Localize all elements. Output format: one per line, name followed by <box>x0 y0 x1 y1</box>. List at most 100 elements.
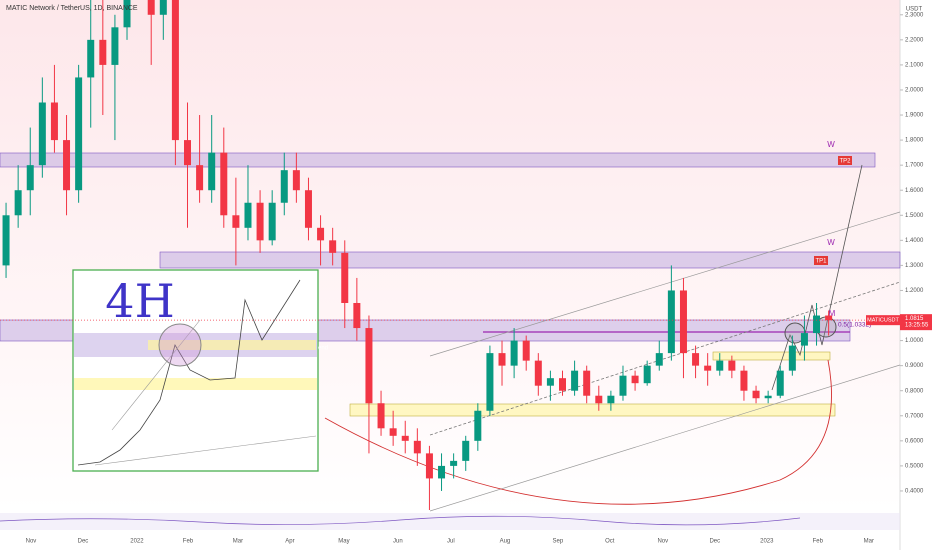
candle-body <box>87 39 95 78</box>
candle-body <box>474 410 482 441</box>
candle-body <box>595 395 603 404</box>
y-tick-label: 1.2000 <box>905 288 924 294</box>
y-tick-label: 0.9000 <box>905 363 924 369</box>
candle-body <box>401 435 409 441</box>
countdown-label: 13:25:55 <box>905 323 929 329</box>
candle-body <box>159 0 167 15</box>
price-axis <box>900 0 932 550</box>
x-tick-label: Oct <box>605 539 615 545</box>
price-badge <box>900 314 932 331</box>
last-price-label: 1.0815 <box>905 316 924 322</box>
tp-label: TP1 <box>815 259 827 265</box>
candle-body <box>692 353 700 366</box>
y-tick-label: 0.4000 <box>905 489 924 495</box>
projection <box>771 164 863 391</box>
candle-body <box>63 140 71 191</box>
x-tick-label: Nov <box>26 539 37 545</box>
candle-body <box>123 0 131 28</box>
candle-body <box>728 360 736 371</box>
candle-body <box>825 315 833 321</box>
x-tick-label: Aug <box>500 539 511 545</box>
x-tick-label: Feb <box>183 539 194 545</box>
x-tick-label: Sep <box>553 539 564 545</box>
chart-title: MATIC Network / TetherUS, 1D, BINANCE <box>6 5 138 12</box>
x-tick-label: Mar <box>233 539 243 545</box>
x-tick-label: Dec <box>78 539 89 545</box>
x-tick-label: 2023 <box>760 539 774 545</box>
candle-body <box>377 403 385 429</box>
x-tick-label: Jun <box>393 539 403 545</box>
candle-body <box>583 370 591 396</box>
y-tick-label: 1.6000 <box>905 188 924 194</box>
x-tick-label: Mar <box>864 539 874 545</box>
plot <box>2 0 833 510</box>
candle-body <box>365 328 373 404</box>
candle-body <box>280 170 288 203</box>
y-tick-label: 0.7000 <box>905 413 924 419</box>
candle-body <box>450 460 458 466</box>
x-tick-label: Jul <box>447 539 455 545</box>
y-tick-label: 1.9000 <box>905 113 924 119</box>
candle-body <box>679 290 687 354</box>
y-tick-label: 1.8000 <box>905 138 924 144</box>
inset-line <box>94 435 317 466</box>
candle-body <box>2 215 10 266</box>
candle-body <box>317 227 325 241</box>
candle-body <box>208 152 216 191</box>
candle-body <box>220 152 228 216</box>
candle-body <box>498 353 506 366</box>
symbol-label: MATICUSDT <box>867 318 899 324</box>
candle-body <box>304 190 312 228</box>
inset-zone <box>74 378 317 390</box>
candle-body <box>147 0 155 15</box>
channel-line <box>429 211 901 357</box>
candle-body <box>667 290 675 354</box>
candle-body <box>111 27 119 65</box>
resistance-zone <box>159 251 901 269</box>
candle-body <box>50 102 58 141</box>
candle-body <box>534 360 542 386</box>
channel-line <box>429 364 901 512</box>
candle-body <box>232 215 240 228</box>
candle-body <box>268 202 276 241</box>
inset-line <box>111 319 201 431</box>
candle-body <box>292 170 300 191</box>
candle-body <box>740 370 748 391</box>
y-tick-label: 2.2000 <box>905 37 924 43</box>
y-tick-label: 2.1000 <box>905 62 924 68</box>
x-tick-label: Feb <box>813 539 824 545</box>
end-label: end <box>318 346 328 352</box>
candle-body <box>776 370 784 396</box>
candle-body <box>438 465 446 479</box>
y-tick-label: 0.8000 <box>905 388 924 394</box>
tp-badge <box>814 256 828 265</box>
candle-body <box>341 252 349 303</box>
candle-body <box>559 378 566 391</box>
x-tick-label: Dec <box>709 539 720 545</box>
highlight <box>784 322 806 344</box>
candle-body <box>38 102 46 166</box>
rsi-line <box>0 515 801 526</box>
candle-body <box>800 333 808 346</box>
inset-highlight <box>158 323 202 367</box>
candle-body <box>704 365 712 371</box>
candle-body <box>510 340 518 366</box>
demand-zone <box>712 351 831 361</box>
y-tick-label: 1.5000 <box>905 213 924 219</box>
candle-body <box>329 240 337 253</box>
tp-label: TP2 <box>839 159 851 165</box>
candle-body <box>244 202 252 228</box>
channel-line <box>429 281 901 436</box>
y-tick-label: 1.4000 <box>905 238 924 244</box>
candle-body <box>571 370 579 391</box>
candle-body <box>353 302 361 329</box>
y-tick-label: 0.5000 <box>905 463 924 469</box>
candle-body <box>655 353 663 366</box>
candle-body <box>413 440 421 454</box>
wave-label: W <box>827 238 835 247</box>
candle-body <box>389 428 397 436</box>
fib-label: 0.5(1.0332) <box>838 322 871 329</box>
candle-body <box>546 378 554 386</box>
y-tick-label: 2.3000 <box>905 12 924 18</box>
